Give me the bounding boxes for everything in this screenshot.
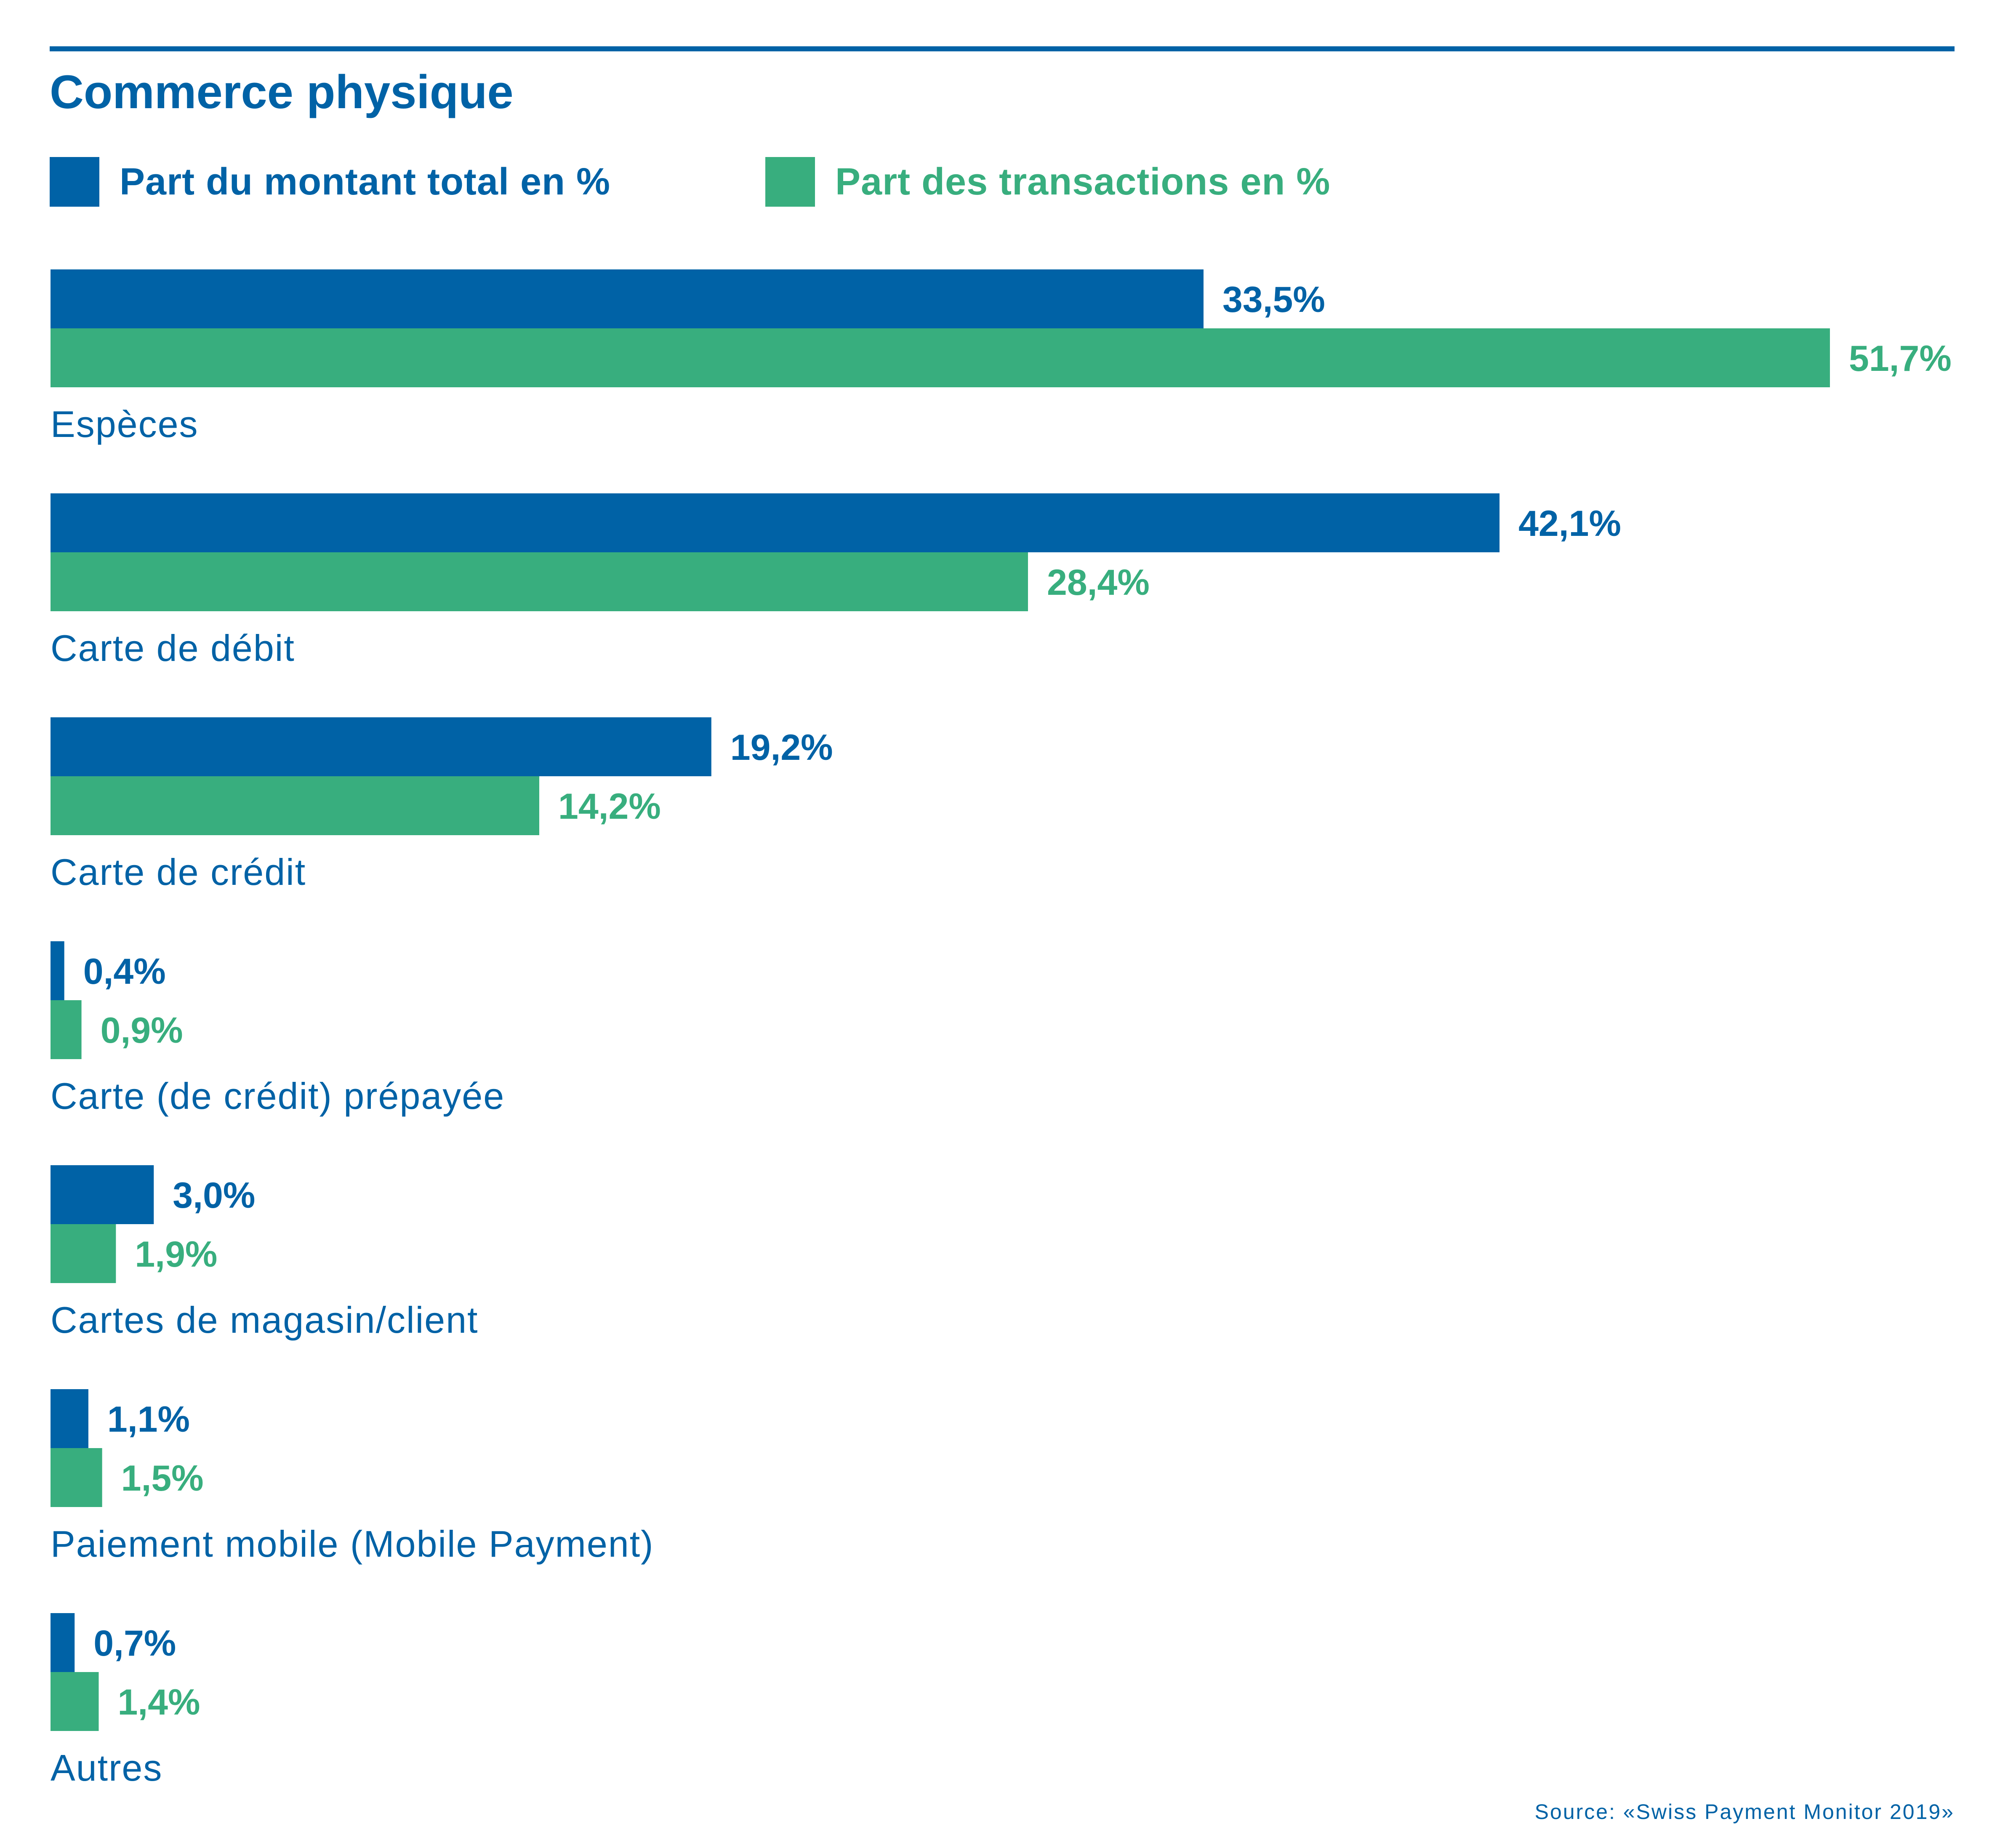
bar-transactions-1 bbox=[51, 552, 1028, 611]
value-label-amount-0: 33,5% bbox=[1222, 280, 1325, 320]
category-label-5: Paiement mobile (Mobile Payment) bbox=[51, 1523, 654, 1565]
legend-label-transactions: Part des transactions en % bbox=[835, 160, 1331, 203]
value-label-transactions-4: 1,9% bbox=[135, 1234, 217, 1275]
legend-item-transactions: Part des transactions en % bbox=[765, 157, 1330, 207]
legend-swatch-green bbox=[765, 157, 815, 207]
category-label-0: Espèces bbox=[51, 403, 199, 445]
bar-amount-1 bbox=[51, 493, 1500, 552]
value-label-transactions-1: 28,4% bbox=[1047, 562, 1150, 603]
bar-transactions-4 bbox=[51, 1224, 116, 1283]
value-label-transactions-5: 1,5% bbox=[121, 1458, 204, 1499]
category-label-2: Carte de crédit bbox=[51, 851, 306, 893]
bar-amount-6 bbox=[51, 1613, 75, 1672]
bar-amount-2 bbox=[51, 717, 711, 776]
bar-transactions-5 bbox=[51, 1448, 102, 1507]
bar-amount-3 bbox=[51, 941, 64, 1000]
value-label-amount-1: 42,1% bbox=[1518, 503, 1621, 544]
value-label-amount-6: 0,7% bbox=[93, 1623, 176, 1664]
category-label-4: Cartes de magasin/client bbox=[51, 1299, 478, 1341]
bar-amount-0 bbox=[51, 269, 1204, 328]
category-label-3: Carte (de crédit) prépayée bbox=[51, 1075, 505, 1117]
value-label-transactions-6: 1,4% bbox=[117, 1682, 200, 1723]
value-label-amount-3: 0,4% bbox=[83, 951, 166, 992]
value-label-transactions-3: 0,9% bbox=[101, 1010, 183, 1051]
bar-transactions-6 bbox=[51, 1672, 99, 1731]
value-label-transactions-2: 14,2% bbox=[558, 786, 661, 827]
legend-label-amount: Part du montant total en % bbox=[120, 160, 611, 203]
source-note: Source: «Swiss Payment Monitor 2019» bbox=[1534, 1800, 1955, 1824]
bar-transactions-3 bbox=[51, 1000, 82, 1059]
bar-transactions-0 bbox=[51, 328, 1830, 387]
bar-amount-4 bbox=[51, 1165, 154, 1224]
category-label-1: Carte de débit bbox=[51, 627, 295, 669]
bar-transactions-2 bbox=[51, 776, 539, 835]
value-label-amount-4: 3,0% bbox=[173, 1175, 255, 1216]
legend-item-amount: Part du montant total en % bbox=[50, 157, 610, 207]
value-label-transactions-0: 51,7% bbox=[1849, 338, 1952, 379]
category-label-6: Autres bbox=[51, 1747, 162, 1789]
top-rule bbox=[50, 46, 1955, 51]
value-label-amount-5: 1,1% bbox=[107, 1399, 190, 1440]
bar-amount-5 bbox=[51, 1389, 88, 1448]
chart-title: Commerce physique bbox=[50, 66, 514, 118]
value-label-amount-2: 19,2% bbox=[730, 727, 833, 768]
legend-swatch-blue bbox=[50, 157, 99, 207]
